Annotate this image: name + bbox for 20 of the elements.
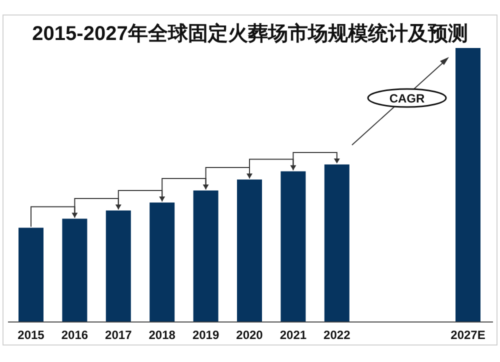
bar — [106, 210, 131, 322]
x-tick-label: 2022 — [324, 328, 351, 342]
annotation: CAGR — [389, 92, 425, 106]
bar — [324, 164, 350, 322]
x-tick-label: 2016 — [61, 328, 88, 342]
x-tick-label: 2020 — [236, 328, 264, 342]
bar — [280, 171, 306, 322]
bar — [150, 202, 175, 322]
bar — [193, 190, 218, 322]
x-tick-label: 2019 — [192, 328, 220, 342]
x-tick-label: 2018 — [148, 328, 176, 342]
x-tick-label: 2021 — [280, 328, 307, 342]
bar — [456, 48, 480, 322]
x-tick-label: 2017 — [105, 328, 132, 342]
x-tick-label: 2027E — [450, 328, 486, 342]
x-tick-label: 2015 — [18, 328, 45, 342]
bar — [18, 228, 44, 322]
chart-title: 2015-2027年全球固定火葬场市场规模统计及预测 — [32, 22, 468, 45]
bar — [62, 218, 88, 322]
bar — [237, 180, 262, 322]
